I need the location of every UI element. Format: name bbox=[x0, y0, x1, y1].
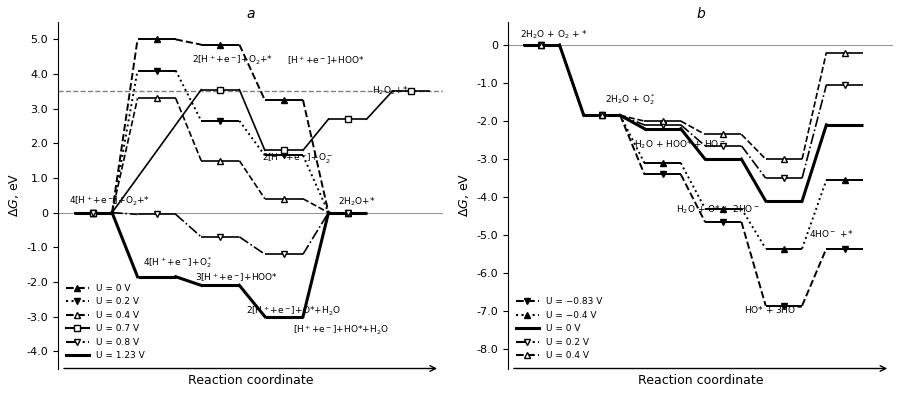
Text: H$_2$O + O* + 2HO$^-$: H$_2$O + O* + 2HO$^-$ bbox=[676, 204, 760, 216]
Text: HO* + 3HO$^-$: HO* + 3HO$^-$ bbox=[744, 304, 803, 315]
Text: H$_2$O + HOO* + HO$^-$: H$_2$O + HOO* + HO$^-$ bbox=[634, 138, 725, 151]
Legend: U = −0.83 V, U = −0.4 V, U = 0 V, U = 0.2 V, U = 0.4 V: U = −0.83 V, U = −0.4 V, U = 0 V, U = 0.… bbox=[512, 294, 606, 364]
Text: 2[H$^+$+e$^-$]+O*+H$_2$O: 2[H$^+$+e$^-$]+O*+H$_2$O bbox=[246, 305, 340, 318]
X-axis label: Reaction coordinate: Reaction coordinate bbox=[188, 374, 313, 387]
Text: 4HO$^-$ +*: 4HO$^-$ +* bbox=[809, 228, 854, 239]
Text: 2H$_2$O + O$_2$ + *: 2H$_2$O + O$_2$ + * bbox=[520, 29, 589, 41]
X-axis label: Reaction coordinate: Reaction coordinate bbox=[638, 374, 763, 387]
Text: 2[H$^+$+e$^-$]+O$_2^-$: 2[H$^+$+e$^-$]+O$_2^-$ bbox=[262, 152, 333, 166]
Text: 4[H$^+$+e$^-$]+O$_2$+*: 4[H$^+$+e$^-$]+O$_2$+* bbox=[68, 195, 150, 208]
Title: b: b bbox=[696, 7, 705, 21]
Text: H$_2$O$_2$+*: H$_2$O$_2$+* bbox=[372, 84, 408, 97]
Legend: U = 0 V, U = 0.2 V, U = 0.4 V, U = 0.7 V, U = 0.8 V, U = 1.23 V: U = 0 V, U = 0.2 V, U = 0.4 V, U = 0.7 V… bbox=[62, 280, 148, 364]
Text: 2[H$^+$+e$^-$]+O$_2$+*: 2[H$^+$+e$^-$]+O$_2$+* bbox=[192, 54, 273, 67]
Text: [H$^+$+e$^-$]+HO*+H$_2$O: [H$^+$+e$^-$]+HO*+H$_2$O bbox=[293, 324, 390, 337]
Y-axis label: $\Delta G$, eV: $\Delta G$, eV bbox=[457, 173, 471, 217]
Text: 2H$_2$O+*: 2H$_2$O+* bbox=[338, 196, 375, 208]
Text: 4[H$^+$+e$^-$]+O$_2^*$: 4[H$^+$+e$^-$]+O$_2^*$ bbox=[142, 255, 212, 270]
Y-axis label: $\Delta G$, eV: $\Delta G$, eV bbox=[7, 173, 21, 217]
Text: 2H$_2$O + O$_2^*$: 2H$_2$O + O$_2^*$ bbox=[605, 92, 655, 107]
Title: a: a bbox=[247, 7, 255, 21]
Text: [H$^+$+e$^-$]+HOO*: [H$^+$+e$^-$]+HOO* bbox=[287, 55, 365, 67]
Text: 3[H$^+$+e$^-$]+HOO*: 3[H$^+$+e$^-$]+HOO* bbox=[194, 271, 278, 284]
